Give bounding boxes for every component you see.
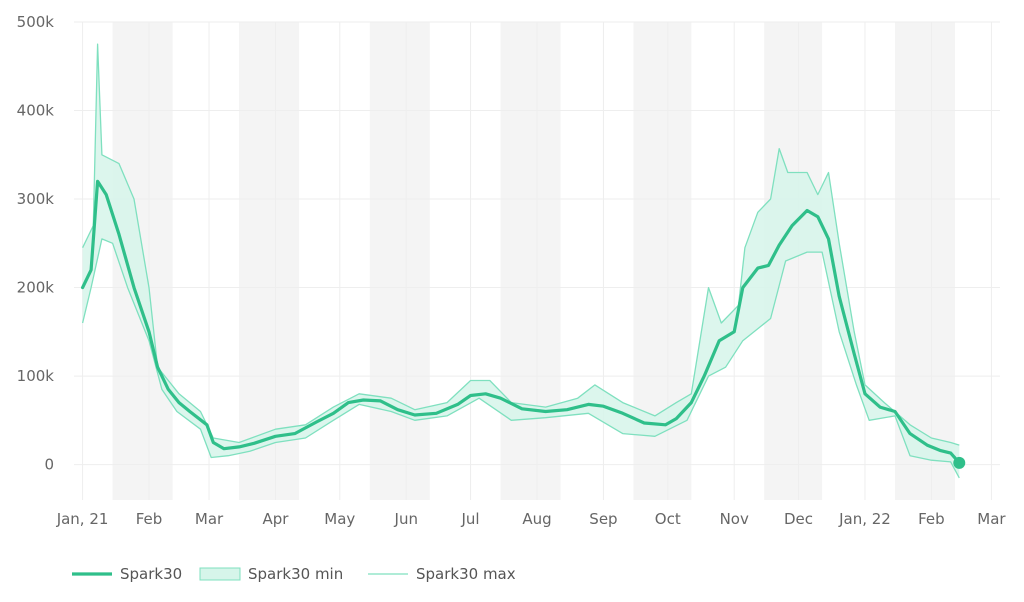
x-tick-label-6: Jul: [460, 510, 479, 528]
legend: Spark30 Spark30 min Spark30 max: [72, 565, 516, 583]
x-tick-label-12: Jan, 22: [838, 510, 891, 528]
x-tick-label-8: Sep: [589, 510, 617, 528]
x-tick-label-14: Mar: [977, 510, 1006, 528]
y-tick-label-0: 0: [44, 456, 54, 474]
x-tick-label-7: Aug: [522, 510, 551, 528]
series-line-spark30-min: [81, 238, 960, 479]
end-marker: [953, 456, 966, 469]
legend-label-2: Spark30 max: [416, 565, 516, 583]
x-tick-label-3: Apr: [263, 510, 290, 528]
y-tick-label-5: 500k: [17, 13, 55, 31]
y-tick-label-4: 400k: [17, 102, 55, 120]
y-axis: 0 100k 200k 300k 400k 500k: [17, 13, 55, 474]
y-tick-label-3: 300k: [17, 190, 55, 208]
series-line-spark30-max: [82, 43, 960, 446]
series-line-spark30: [80, 179, 961, 465]
shade-strip-1: [239, 22, 300, 500]
y-tick-label-2: 200k: [17, 279, 55, 297]
x-tick-label-4: May: [324, 510, 355, 528]
min-max-band: [82, 44, 960, 478]
legend-swatch-band: [199, 567, 241, 581]
x-tick-label-5: Jun: [394, 510, 418, 528]
legend-item-0: Spark30: [72, 565, 182, 583]
x-tick-label-2: Mar: [195, 510, 224, 528]
x-axis: Jan, 21 Feb Mar Apr May Jun Jul Aug Sep Oct Nov Dec…: [56, 510, 1007, 528]
series-lines: [80, 43, 966, 479]
x-tick-label-1: Feb: [136, 510, 163, 528]
band-area: [82, 44, 960, 478]
legend-item-2: Spark30 max: [368, 565, 516, 583]
legend-item-1: Spark30 min: [199, 565, 343, 583]
x-tick-label-11: Dec: [784, 510, 813, 528]
x-tick-label-0: Jan, 21: [56, 510, 109, 528]
y-tick-label-1: 100k: [17, 367, 55, 385]
gridlines: [74, 21, 1000, 500]
x-tick-label-10: Nov: [720, 510, 749, 528]
shade-strip-2: [369, 22, 430, 500]
x-tick-label-9: Oct: [655, 510, 681, 528]
shade-strip-3: [500, 22, 561, 500]
legend-label-0: Spark30: [120, 565, 182, 583]
x-tick-label-13: Feb: [918, 510, 945, 528]
legend-label-1: Spark30 min: [248, 565, 343, 583]
